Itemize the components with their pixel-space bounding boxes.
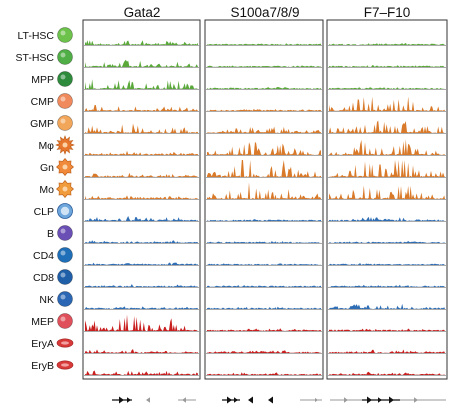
row-label-lt-hsc: LT-HSC <box>17 30 54 42</box>
track-mep-panel-3 <box>329 328 445 331</box>
panel-title-gata2: Gata2 <box>124 5 161 20</box>
track-m--panel-2 <box>207 141 321 155</box>
track-erya-panel-1 <box>85 349 198 353</box>
cell-icon-gmp <box>57 115 73 131</box>
track-eryb-panel-1 <box>85 370 198 375</box>
track-mep-panel-2 <box>207 328 321 331</box>
track-cmp-panel-2 <box>207 109 321 111</box>
cell-icon-b <box>57 225 73 241</box>
track-cmp-panel-1 <box>85 105 198 111</box>
track-b-panel-2 <box>207 241 321 243</box>
track-b-panel-3 <box>329 241 445 243</box>
track-gmp-panel-2 <box>207 126 321 133</box>
cell-icons <box>55 27 75 370</box>
track-erya-panel-2 <box>207 350 321 353</box>
panel-frame-1 <box>82 19 201 380</box>
row-label-nk: NK <box>39 294 54 306</box>
row-label-eryb: EryB <box>31 360 54 372</box>
row-label-mpp: MPP <box>31 74 54 86</box>
track-mep-panel-1 <box>85 314 198 331</box>
track-m--panel-1 <box>85 150 198 155</box>
track-cd8-panel-1 <box>85 284 198 287</box>
cell-icon-cmp <box>57 93 73 109</box>
track-mpp-panel-2 <box>207 87 321 89</box>
track-cmp-panel-3 <box>329 96 445 111</box>
gene-annotations <box>112 396 446 404</box>
track-cd4-panel-2 <box>207 263 321 265</box>
track-mpp-panel-3 <box>329 87 445 89</box>
track-mo-panel-1 <box>85 195 198 199</box>
track-nk-panel-1 <box>85 306 198 309</box>
track-b-panel-1 <box>85 240 198 243</box>
cell-icon-erya <box>56 338 74 348</box>
row-label-cmp: CMP <box>31 96 54 108</box>
row-label-b: B <box>47 228 54 240</box>
track-lt-hsc-panel-2 <box>207 43 321 45</box>
cell-icon-cd8 <box>57 269 73 285</box>
signal-tracks <box>84 40 446 376</box>
row-label-erya: EryA <box>31 338 54 350</box>
row-label-m-: Mφ <box>38 140 54 152</box>
track-nk-panel-3 <box>329 303 445 309</box>
cell-icon-st-hsc <box>57 49 73 65</box>
cell-icon-m- <box>55 135 75 155</box>
track-clp-panel-2 <box>207 219 321 221</box>
cell-icon-gn <box>56 158 74 176</box>
cell-icon-eryb <box>56 360 74 370</box>
panel-frames <box>82 19 448 380</box>
track-lt-hsc-panel-1 <box>85 40 198 45</box>
row-label-st-hsc: ST-HSC <box>15 52 54 64</box>
track-lt-hsc-panel-3 <box>329 42 445 45</box>
panel-title-f7-f10: F7–F10 <box>364 5 411 20</box>
row-label-mo: Mo <box>39 184 54 196</box>
track-gn-panel-3 <box>329 160 445 177</box>
track-mo-panel-2 <box>207 182 321 199</box>
track-nk-panel-2 <box>207 306 321 309</box>
row-label-cd8: CD8 <box>33 272 54 284</box>
track-cd4-panel-3 <box>329 263 445 265</box>
row-label-mep: MEP <box>31 316 54 328</box>
track-cd8-panel-2 <box>207 285 321 287</box>
track-clp-panel-1 <box>85 216 198 221</box>
cell-icon-cd4 <box>57 247 73 263</box>
track-mo-panel-3 <box>329 185 445 199</box>
gene-model-s100a <box>222 396 322 404</box>
row-label-gmp: GMP <box>30 118 54 130</box>
cell-icon-lt-hsc <box>57 27 73 43</box>
track-st-hsc-panel-1 <box>85 59 198 67</box>
track-m--panel-3 <box>329 139 445 155</box>
track-gmp-panel-3 <box>329 120 445 133</box>
cell-icon-nk <box>57 291 73 307</box>
track-erya-panel-3 <box>329 349 445 353</box>
cell-icon-clp <box>57 203 73 219</box>
track-cd4-panel-1 <box>85 262 198 265</box>
panel-frame-3 <box>326 19 448 380</box>
row-label-gn: Gn <box>40 162 54 174</box>
track-st-hsc-panel-3 <box>329 65 445 67</box>
track-gn-panel-1 <box>85 172 198 177</box>
track-gn-panel-2 <box>207 160 321 177</box>
track-mpp-panel-1 <box>85 79 198 89</box>
track-eryb-panel-3 <box>329 371 445 375</box>
panel-title-s100a: S100a7/8/9 <box>230 5 299 20</box>
cell-icon-mo <box>56 180 74 198</box>
track-cd8-panel-3 <box>329 284 445 287</box>
gene-model-gata2 <box>112 396 196 404</box>
panel-frame-2 <box>204 19 324 380</box>
gene-model-f7-f10 <box>330 396 446 404</box>
track-eryb-panel-2 <box>207 372 321 375</box>
row-label-clp: CLP <box>34 206 54 218</box>
cell-icon-mpp <box>57 71 73 87</box>
track-st-hsc-panel-2 <box>207 65 321 67</box>
track-clp-panel-3 <box>329 216 445 221</box>
track-gmp-panel-1 <box>85 123 198 133</box>
row-labels: LT-HSC ST-HSC MPP CMP GMP Mφ Gn Mo CLP B CD4 CD8 NK M… <box>15 30 54 372</box>
row-label-cd4: CD4 <box>33 250 54 262</box>
panel-titles: Gata2 S100a7/8/9 F7–F10 <box>124 5 411 20</box>
cell-icon-mep <box>57 313 73 329</box>
